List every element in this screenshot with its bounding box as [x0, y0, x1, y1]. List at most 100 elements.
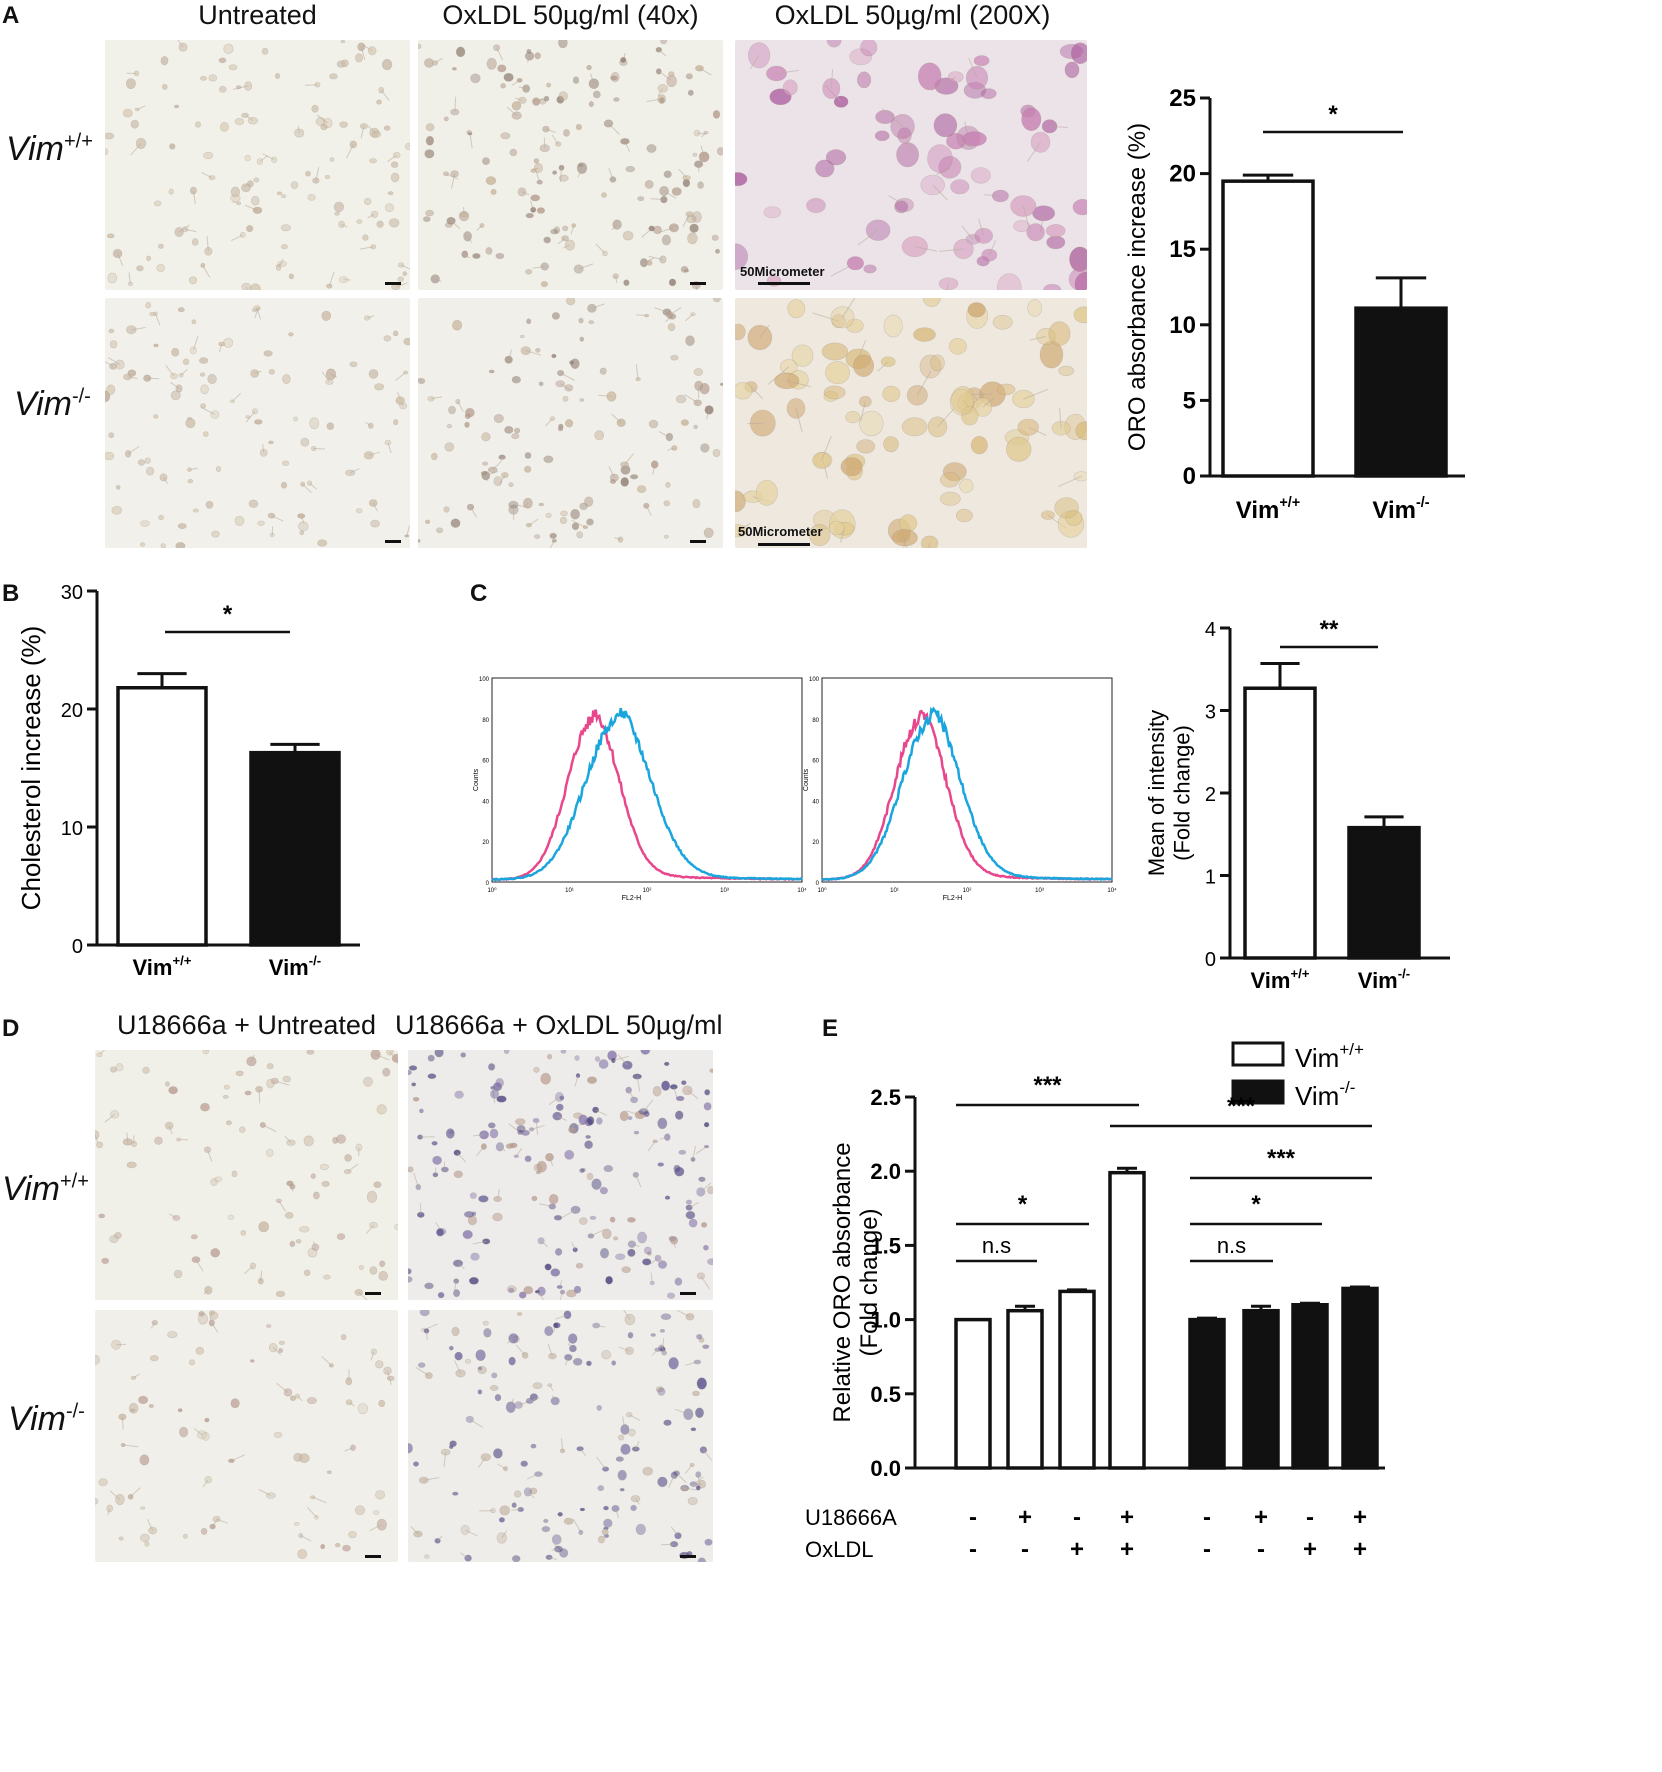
cell: [418, 1476, 429, 1484]
cell: [667, 323, 676, 332]
cell: [282, 1075, 291, 1083]
cell: [174, 227, 184, 238]
y-tick-label: 80: [482, 718, 489, 724]
cell: [425, 123, 435, 132]
cell-process: [514, 97, 523, 101]
cell: [487, 1063, 496, 1071]
scale-bar: [758, 543, 810, 546]
cell-process: [560, 372, 575, 381]
cell: [231, 1170, 238, 1178]
cell: [636, 485, 647, 493]
cell-process: [1059, 407, 1062, 429]
cell: [493, 1448, 503, 1459]
cell: [707, 1186, 713, 1195]
cell: [896, 142, 920, 168]
cell: [158, 243, 164, 249]
cell: [156, 263, 166, 272]
x-tick-label: Vim+/+: [1250, 966, 1309, 993]
cell: [586, 1116, 595, 1126]
cell: [548, 1193, 559, 1205]
treatment-mark: +: [1120, 1536, 1134, 1563]
cell: [591, 1178, 602, 1190]
y-tick-label: 4: [1205, 619, 1216, 641]
cell-process: [654, 307, 668, 313]
cell: [625, 1086, 632, 1094]
cell: [697, 181, 704, 189]
cell: [223, 43, 234, 54]
flow-histogram-ko: 0 20 40 60 80 100 Counts 10⁰ 10¹ 10² 10³ 10⁴ FL2-H: [803, 677, 1117, 902]
cell: [383, 335, 392, 342]
cell: [557, 1511, 563, 1517]
cell: [436, 527, 444, 534]
y-tick-label: 100: [809, 677, 820, 683]
cell: [665, 481, 671, 488]
cell: [348, 1531, 357, 1539]
cell-process: [246, 115, 254, 122]
cell-process: [695, 1146, 707, 1155]
cell-process: [274, 1080, 290, 1086]
cell: [883, 314, 903, 338]
scale-bar-label: 50Micrometer: [740, 264, 825, 279]
cell: [630, 1495, 641, 1503]
cell: [920, 174, 945, 196]
cell-process: [978, 219, 985, 236]
cell: [526, 318, 532, 325]
bar-Vim+/+: [116, 686, 208, 947]
cell: [212, 1515, 221, 1523]
cell-process: [684, 1487, 698, 1491]
cell: [321, 310, 332, 321]
cell: [451, 319, 463, 331]
cell: [559, 1095, 565, 1101]
cell-process: [498, 474, 506, 485]
cell-process: [515, 1344, 526, 1356]
cell: [234, 515, 245, 526]
cell: [140, 520, 150, 527]
cell-process: [559, 1291, 563, 1300]
cell: [552, 170, 557, 175]
cell: [169, 143, 176, 150]
cell-process: [695, 285, 698, 290]
y-tick-label: 0: [816, 881, 820, 887]
cell: [402, 271, 408, 276]
cell: [320, 1544, 326, 1550]
cell: [200, 75, 208, 81]
cell: [151, 1319, 158, 1326]
cell: [550, 1268, 561, 1277]
cell: [540, 1072, 551, 1085]
cell: [191, 319, 197, 325]
cell: [511, 375, 521, 384]
cell: [173, 1269, 183, 1279]
cell: [1046, 235, 1066, 250]
cell: [894, 200, 909, 214]
cell: [170, 390, 181, 401]
cell: [195, 1346, 205, 1355]
cell: [245, 415, 251, 419]
cell: [415, 1184, 422, 1191]
cell: [551, 1534, 562, 1545]
cell-process: [636, 1076, 641, 1092]
cell: [203, 431, 209, 437]
cell-process: [648, 255, 664, 260]
cell-process: [538, 1203, 553, 1207]
cell-process: [641, 228, 653, 238]
scale-bar-label: 50Micrometer: [738, 524, 823, 539]
cell: [321, 1180, 330, 1187]
col-title-u18666a-oxldl: U18666a + OxLDL 50µg/ml: [395, 1010, 723, 1040]
cell: [376, 99, 382, 105]
cell: [530, 1443, 537, 1449]
cell: [408, 1442, 413, 1454]
cell-process: [643, 257, 655, 264]
cell: [230, 1398, 240, 1409]
cell: [578, 1114, 588, 1125]
cell: [362, 234, 369, 241]
cell: [543, 1518, 549, 1523]
chart-b-cholesterol: 0 10 20 30 Cholesterol increase (%) Vim+/+ Vim…: [16, 582, 360, 980]
cell-process: [262, 1124, 277, 1133]
cell: [191, 1256, 201, 1263]
cell: [106, 384, 116, 395]
cell-process: [982, 397, 995, 408]
cell: [1065, 509, 1083, 526]
cell: [691, 211, 702, 223]
cell-process: [300, 515, 305, 524]
cell: [234, 118, 245, 126]
